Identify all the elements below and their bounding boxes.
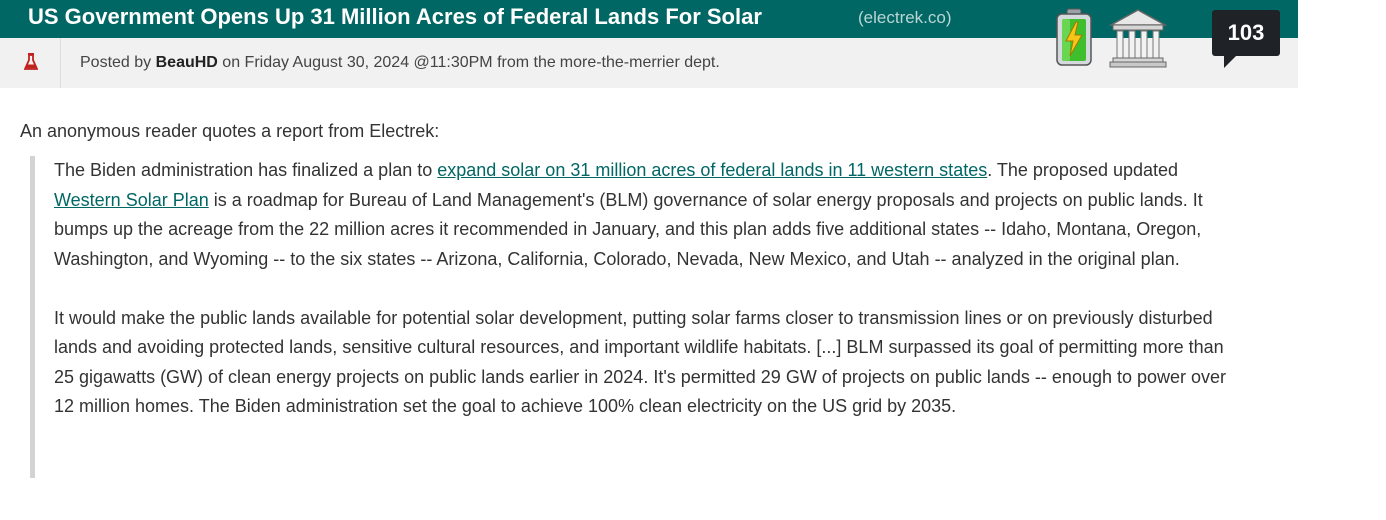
topic-cell[interactable]	[0, 38, 61, 88]
flask-icon	[24, 53, 38, 70]
author-link[interactable]: BeauHD	[155, 54, 218, 71]
byline-date: on Friday August 30, 2024 @11:30PM from …	[222, 54, 556, 71]
story-source[interactable]: (electrek.co)	[858, 8, 952, 27]
excerpt-paragraph-1: The Biden administration has finalized a…	[54, 156, 1246, 274]
battery-icon[interactable]	[1054, 8, 1094, 66]
story-intro: An anonymous reader quotes a report from…	[20, 121, 440, 141]
quoted-excerpt: The Biden administration has finalized a…	[30, 156, 1246, 478]
byline: Posted by BeauHD on Friday August 30, 20…	[80, 54, 720, 72]
byline-dept-suffix: dept.	[684, 54, 720, 71]
excerpt-text: The Biden administration has finalized a…	[54, 160, 438, 180]
story-title-bar: US Government Opens Up 31 Million Acres …	[0, 0, 1298, 38]
excerpt-text: is a roadmap for Bureau of Land Manageme…	[54, 189, 1203, 269]
excerpt-paragraph-2: It would make the public lands available…	[54, 307, 1227, 417]
government-building-icon[interactable]	[1109, 8, 1167, 68]
byline-bar: Posted by BeauHD on Friday August 30, 20…	[0, 38, 1298, 88]
byline-prefix: Posted by	[80, 54, 152, 71]
story-title[interactable]: US Government Opens Up 31 Million Acres …	[28, 4, 762, 29]
comment-count-button[interactable]: 103	[1212, 10, 1280, 68]
byline-dept: more-the-merrier	[559, 54, 680, 71]
western-solar-plan-link[interactable]: Western Solar Plan	[54, 189, 209, 210]
expand-solar-link[interactable]: expand solar on 31 million acres of fede…	[437, 160, 988, 180]
excerpt-text: . The proposed updated	[987, 160, 1179, 180]
